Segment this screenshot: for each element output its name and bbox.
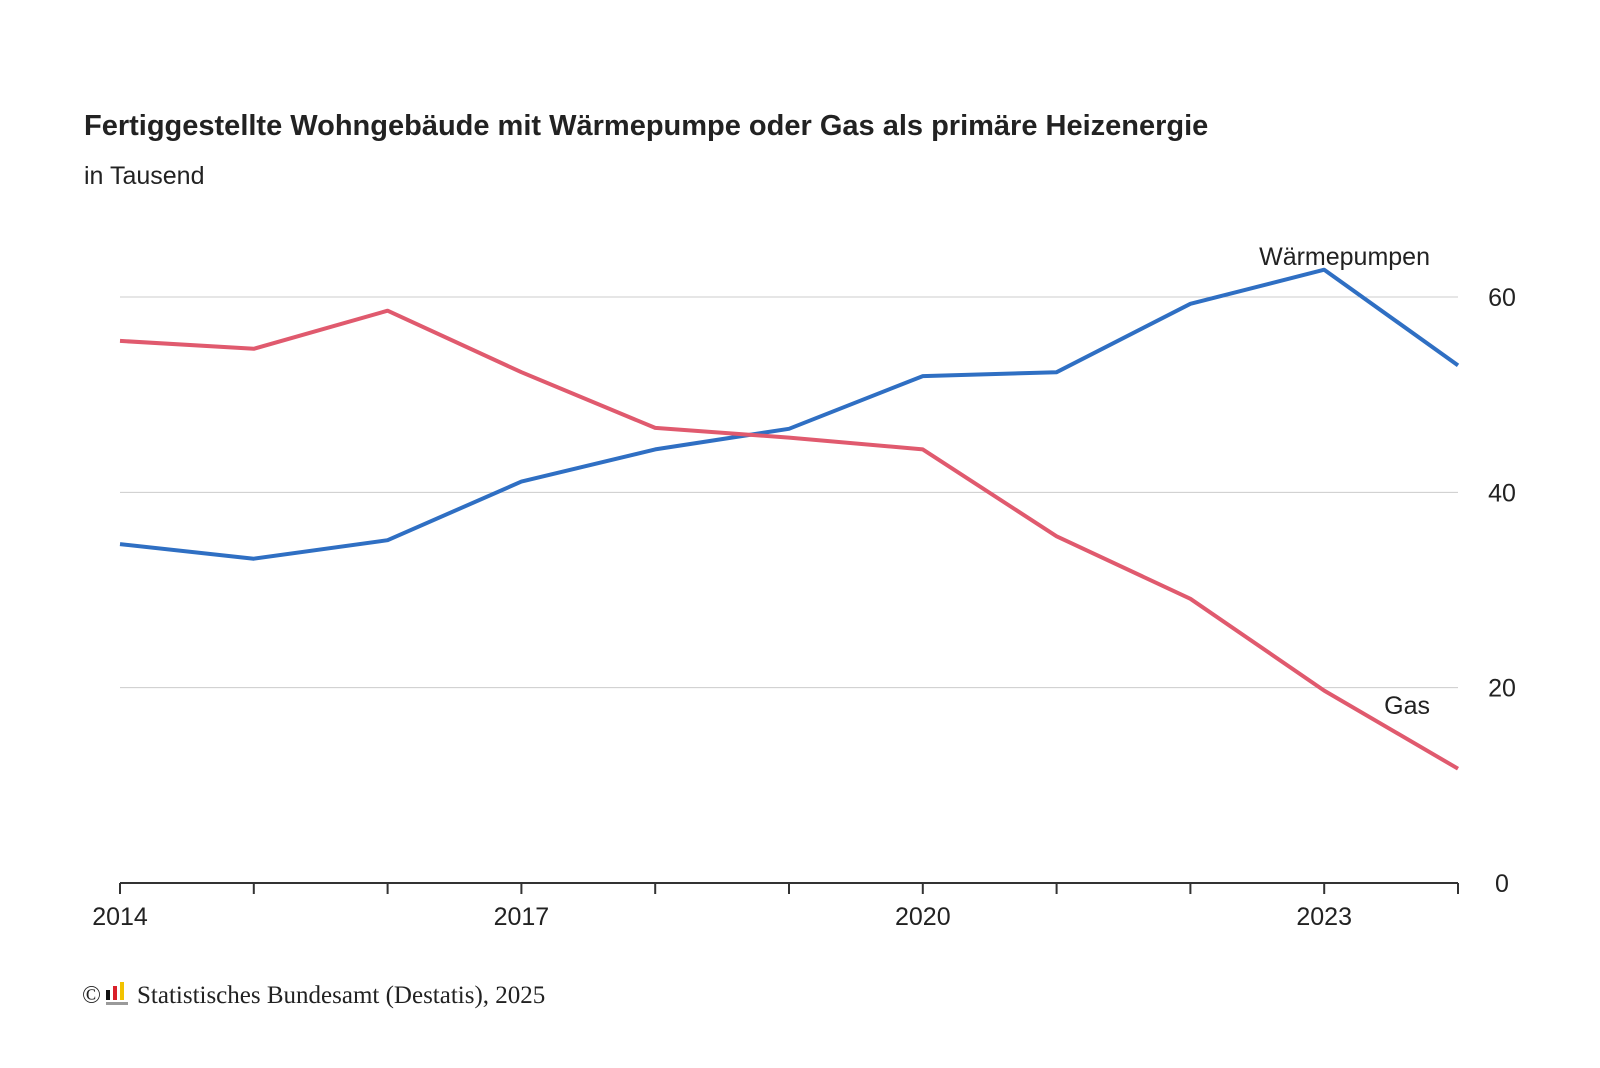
series-label: Gas: [1384, 692, 1430, 720]
y-tick-label: 20: [1488, 675, 1516, 703]
x-tick-label: 2020: [895, 903, 951, 931]
copyright-symbol: ©: [82, 982, 101, 1009]
series-line-gas: [119, 308, 1460, 771]
x-tick-label: 2017: [494, 903, 550, 931]
series-line-waermepumpen: [119, 267, 1460, 561]
x-tick-label: 2023: [1296, 903, 1352, 931]
x-tick-label: 2014: [92, 903, 148, 931]
chart-subtitle: in Tausend: [84, 162, 205, 190]
gridlines: [120, 296, 1458, 689]
y-tick-label: 60: [1488, 284, 1516, 312]
series-lines: [119, 267, 1460, 771]
y-tick-label: 0: [1495, 870, 1509, 898]
labels: 0 20 40 60 2014 2017 2020 2023 Wärmepumpen Gas: [92, 243, 1516, 931]
chart-title: Fertiggestellte Wohngebäude mit Wärmepum…: [84, 110, 1209, 142]
source-footer: © Statistisches Bundesamt (Destatis), 20…: [82, 982, 545, 1010]
y-tick-label: 40: [1488, 479, 1516, 507]
destatis-logo-icon: [106, 982, 128, 1005]
x-axis: [119, 882, 1459, 894]
source-text: Statistisches Bundesamt (Destatis), 2025: [137, 982, 546, 1009]
series-label: Wärmepumpen: [1259, 243, 1430, 271]
